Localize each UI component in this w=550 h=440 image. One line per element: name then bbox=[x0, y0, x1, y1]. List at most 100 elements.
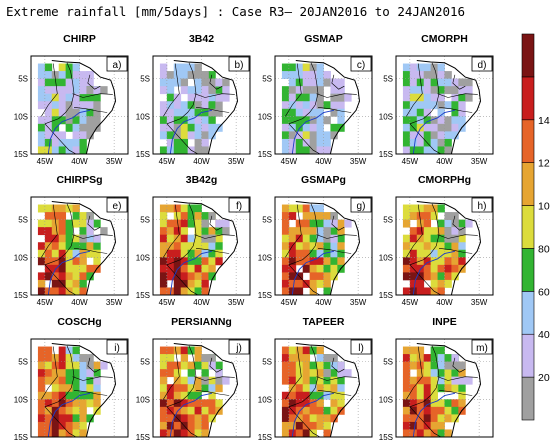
rain-cell bbox=[281, 212, 290, 221]
rain-cell bbox=[430, 406, 438, 415]
rain-cell bbox=[79, 279, 87, 288]
lat-tick-label: 15S bbox=[136, 150, 150, 159]
rain-cell bbox=[51, 376, 60, 385]
rain-cell bbox=[295, 227, 304, 236]
rain-cell bbox=[437, 131, 445, 140]
rain-cell bbox=[173, 257, 182, 266]
rain-cell bbox=[79, 108, 87, 117]
rain-cell bbox=[44, 249, 53, 258]
rain-cell bbox=[93, 249, 101, 258]
rain-cell bbox=[51, 227, 60, 236]
rain-cell bbox=[93, 384, 101, 393]
rain-cell bbox=[295, 108, 304, 117]
rain-cell bbox=[337, 249, 345, 258]
lat-tick-label: 5S bbox=[383, 216, 393, 225]
rain-cell bbox=[37, 204, 46, 213]
rain-cell bbox=[44, 204, 53, 213]
panel-tag-box bbox=[228, 197, 250, 213]
rain-cell bbox=[430, 361, 438, 370]
rain-cell bbox=[330, 414, 338, 423]
rain-cell bbox=[402, 384, 411, 393]
rain-cell bbox=[430, 131, 438, 140]
rain-cell bbox=[86, 86, 94, 95]
rain-cell bbox=[437, 354, 445, 363]
rain-cell bbox=[465, 93, 473, 102]
panel-tag-box bbox=[350, 197, 372, 213]
rain-cell bbox=[416, 86, 425, 95]
rain-cell bbox=[79, 227, 87, 236]
rain-cell bbox=[58, 399, 67, 408]
rain-cell bbox=[344, 369, 352, 378]
rain-cell bbox=[330, 242, 338, 251]
rain-cell bbox=[58, 429, 67, 437]
rain-cell bbox=[430, 272, 438, 281]
rain-cell bbox=[423, 108, 432, 117]
rain-cell bbox=[51, 287, 60, 295]
rain-cell bbox=[437, 204, 445, 213]
rain-cell bbox=[330, 399, 338, 408]
rain-cell bbox=[423, 123, 432, 132]
rain-cell bbox=[430, 227, 438, 236]
rain-cell bbox=[215, 369, 223, 378]
lon-tick-label: 40W bbox=[436, 157, 453, 166]
rain-cell bbox=[416, 146, 425, 154]
rain-cell bbox=[416, 108, 425, 117]
lat-tick-label: 5S bbox=[262, 216, 272, 225]
rain-cell bbox=[309, 384, 317, 393]
rain-cell bbox=[208, 391, 216, 400]
rain-cell bbox=[187, 421, 195, 430]
rain-cell bbox=[173, 279, 182, 288]
rain-cell bbox=[194, 279, 202, 288]
panel-tag-box bbox=[471, 339, 493, 355]
rain-cell bbox=[65, 399, 73, 408]
river bbox=[169, 250, 212, 295]
state-border bbox=[288, 345, 319, 408]
lat-tick-label: 10S bbox=[14, 112, 28, 121]
state-border bbox=[285, 204, 302, 258]
rain-cell bbox=[402, 78, 411, 87]
rain-cell bbox=[37, 242, 46, 251]
rain-cell bbox=[416, 354, 425, 363]
state-border bbox=[209, 357, 223, 373]
rain-cell bbox=[316, 361, 324, 370]
rain-cell bbox=[423, 86, 432, 95]
rain-cell bbox=[208, 86, 216, 95]
rain-cell bbox=[302, 212, 311, 221]
rain-cell bbox=[44, 63, 53, 72]
rain-cell bbox=[201, 116, 209, 125]
rain-cell bbox=[173, 376, 182, 385]
rain-cell bbox=[416, 429, 425, 437]
rain-cell bbox=[72, 376, 80, 385]
rain-cell bbox=[423, 287, 432, 295]
rain-cell bbox=[51, 101, 60, 110]
rain-cell bbox=[444, 86, 452, 95]
rain-cell bbox=[430, 391, 438, 400]
rain-cell bbox=[215, 93, 223, 102]
rain-cell bbox=[86, 361, 94, 370]
rain-cell bbox=[79, 123, 87, 132]
lat-tick-label: 5S bbox=[18, 75, 28, 84]
rain-cell bbox=[295, 116, 304, 125]
rain-cell bbox=[444, 272, 452, 281]
rain-cell bbox=[409, 399, 418, 408]
rain-cell bbox=[166, 204, 175, 213]
rain-cell bbox=[281, 249, 290, 258]
rain-cell bbox=[451, 227, 459, 236]
rain-cell bbox=[416, 219, 425, 228]
rain-cell bbox=[194, 421, 202, 430]
rain-cell bbox=[51, 204, 60, 213]
rain-cell bbox=[51, 234, 60, 243]
rain-cell bbox=[187, 116, 195, 125]
rain-cell bbox=[323, 116, 331, 125]
coastline bbox=[173, 343, 239, 437]
rain-cell bbox=[430, 138, 438, 147]
rain-cell bbox=[58, 78, 67, 87]
rain-cell bbox=[451, 384, 459, 393]
rain-cell bbox=[173, 138, 182, 147]
rain-cell bbox=[281, 138, 290, 147]
rain-cell bbox=[281, 257, 290, 266]
state-border bbox=[438, 107, 473, 113]
rain-cell bbox=[423, 257, 432, 266]
rain-cell bbox=[437, 234, 445, 243]
state-border bbox=[409, 62, 440, 125]
